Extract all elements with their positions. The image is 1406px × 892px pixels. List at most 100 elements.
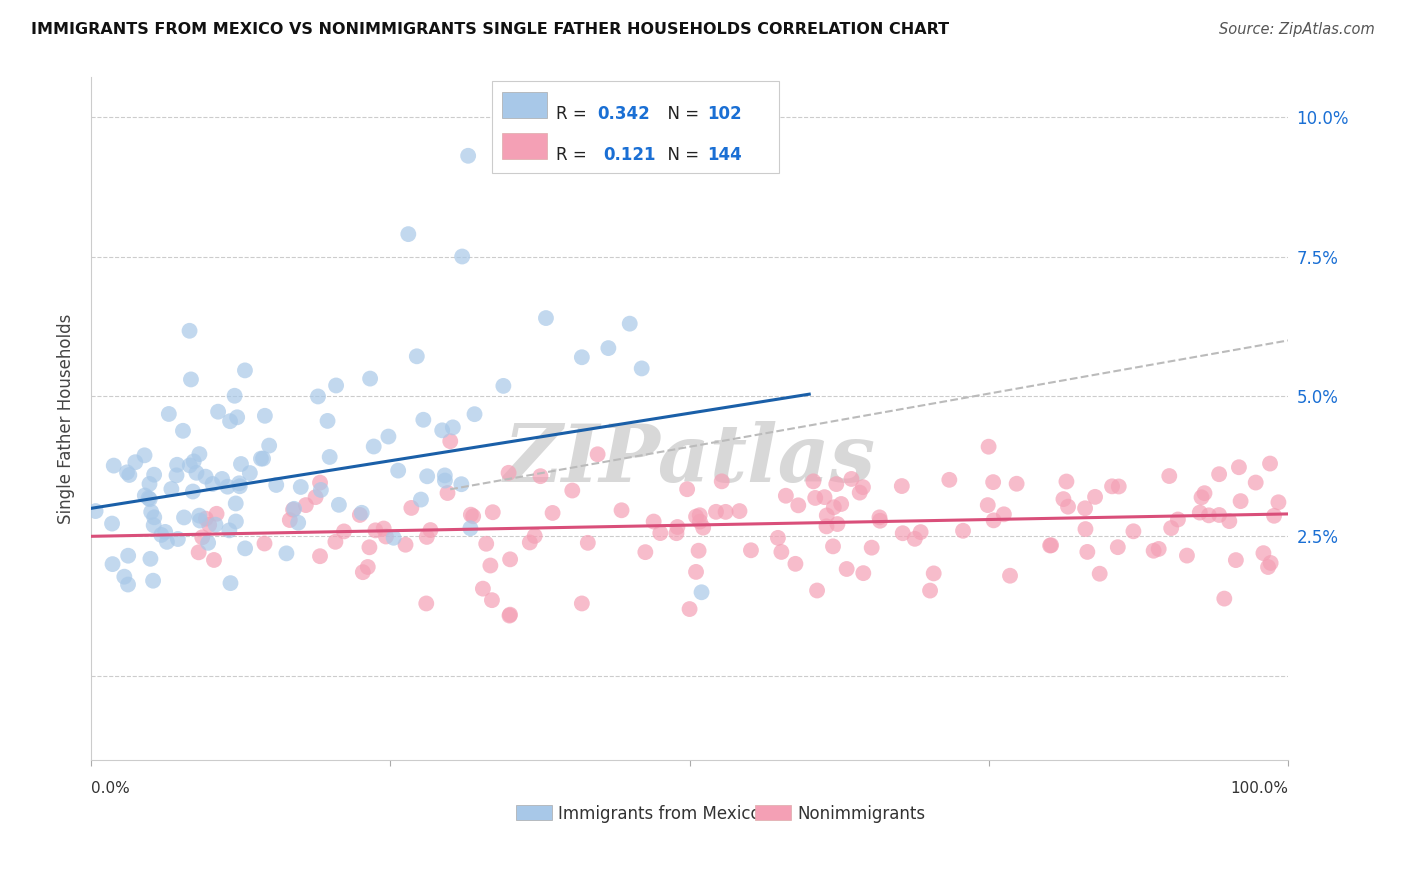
Point <box>1052 492 1074 507</box>
Point <box>1191 491 1213 505</box>
Point <box>938 473 960 487</box>
Point <box>775 489 797 503</box>
Point <box>138 477 160 491</box>
Point <box>728 504 751 518</box>
Point <box>416 530 439 544</box>
Text: Source: ZipAtlas.com: Source: ZipAtlas.com <box>1219 22 1375 37</box>
Point <box>821 540 844 554</box>
Point <box>1040 538 1063 552</box>
Point <box>1194 486 1216 500</box>
Point <box>253 536 276 550</box>
Point <box>981 475 1004 490</box>
Point <box>785 557 807 571</box>
Point <box>186 466 208 480</box>
Point <box>180 372 202 386</box>
Point <box>134 448 156 462</box>
Point <box>1218 514 1240 528</box>
Point <box>229 457 252 471</box>
Point <box>852 566 875 581</box>
Point <box>142 518 165 533</box>
Point <box>666 520 689 534</box>
Point <box>804 491 827 505</box>
Text: 0.0%: 0.0% <box>91 780 129 796</box>
Point <box>692 521 714 535</box>
Point <box>179 458 201 473</box>
Text: 102: 102 <box>707 104 742 123</box>
FancyBboxPatch shape <box>492 81 779 173</box>
Point <box>359 541 381 555</box>
Point <box>451 250 474 264</box>
Point <box>257 439 280 453</box>
Point <box>1188 506 1211 520</box>
Point <box>869 510 891 524</box>
Point <box>815 519 838 533</box>
Point <box>309 483 332 497</box>
Point <box>405 349 427 363</box>
Point <box>1147 541 1170 556</box>
Text: ZIPatlas: ZIPatlas <box>503 421 876 499</box>
Point <box>688 543 710 558</box>
Point <box>827 517 849 532</box>
Point <box>276 546 298 560</box>
Point <box>188 508 211 523</box>
Text: Nonimmigrants: Nonimmigrants <box>797 805 925 823</box>
Point <box>825 477 848 491</box>
Point <box>689 515 711 529</box>
Point <box>676 482 699 496</box>
Point <box>1208 467 1230 482</box>
Point <box>217 480 239 494</box>
Point <box>450 477 472 491</box>
Point <box>690 585 713 599</box>
Point <box>363 440 385 454</box>
Point <box>998 568 1021 582</box>
Point <box>295 498 318 512</box>
Point <box>357 560 380 574</box>
Point <box>157 407 180 421</box>
Point <box>983 513 1005 527</box>
Point <box>138 492 160 507</box>
Point <box>529 469 551 483</box>
Point <box>714 505 737 519</box>
FancyBboxPatch shape <box>502 93 547 119</box>
Point <box>436 486 458 500</box>
Point <box>309 549 332 564</box>
Point <box>409 492 432 507</box>
Point <box>117 549 139 563</box>
Point <box>118 467 141 482</box>
Point <box>1229 494 1251 508</box>
Text: N =: N = <box>657 104 704 123</box>
Point <box>498 466 520 480</box>
Point <box>290 480 312 494</box>
Point <box>498 608 520 623</box>
Point <box>1263 508 1285 523</box>
Point <box>891 526 914 541</box>
Point <box>201 477 224 491</box>
Point <box>869 514 891 528</box>
Point <box>499 552 522 566</box>
Point <box>665 526 688 541</box>
Point <box>439 434 461 449</box>
Point <box>124 455 146 469</box>
Point <box>187 545 209 559</box>
Point <box>685 565 707 579</box>
Point <box>1108 479 1130 493</box>
Point <box>253 409 276 423</box>
Point <box>977 498 1000 512</box>
Point <box>1258 457 1281 471</box>
Point <box>541 506 564 520</box>
Point <box>349 508 371 522</box>
Point <box>412 413 434 427</box>
Point <box>598 341 620 355</box>
Point <box>460 521 482 535</box>
Point <box>586 447 609 461</box>
Point <box>359 371 381 385</box>
Point <box>183 454 205 468</box>
Point <box>841 472 863 486</box>
Point <box>475 537 498 551</box>
Point <box>352 565 374 579</box>
Point <box>228 476 250 491</box>
Point <box>252 451 274 466</box>
Point <box>432 423 454 437</box>
Point <box>1159 469 1181 483</box>
Point <box>142 574 165 588</box>
